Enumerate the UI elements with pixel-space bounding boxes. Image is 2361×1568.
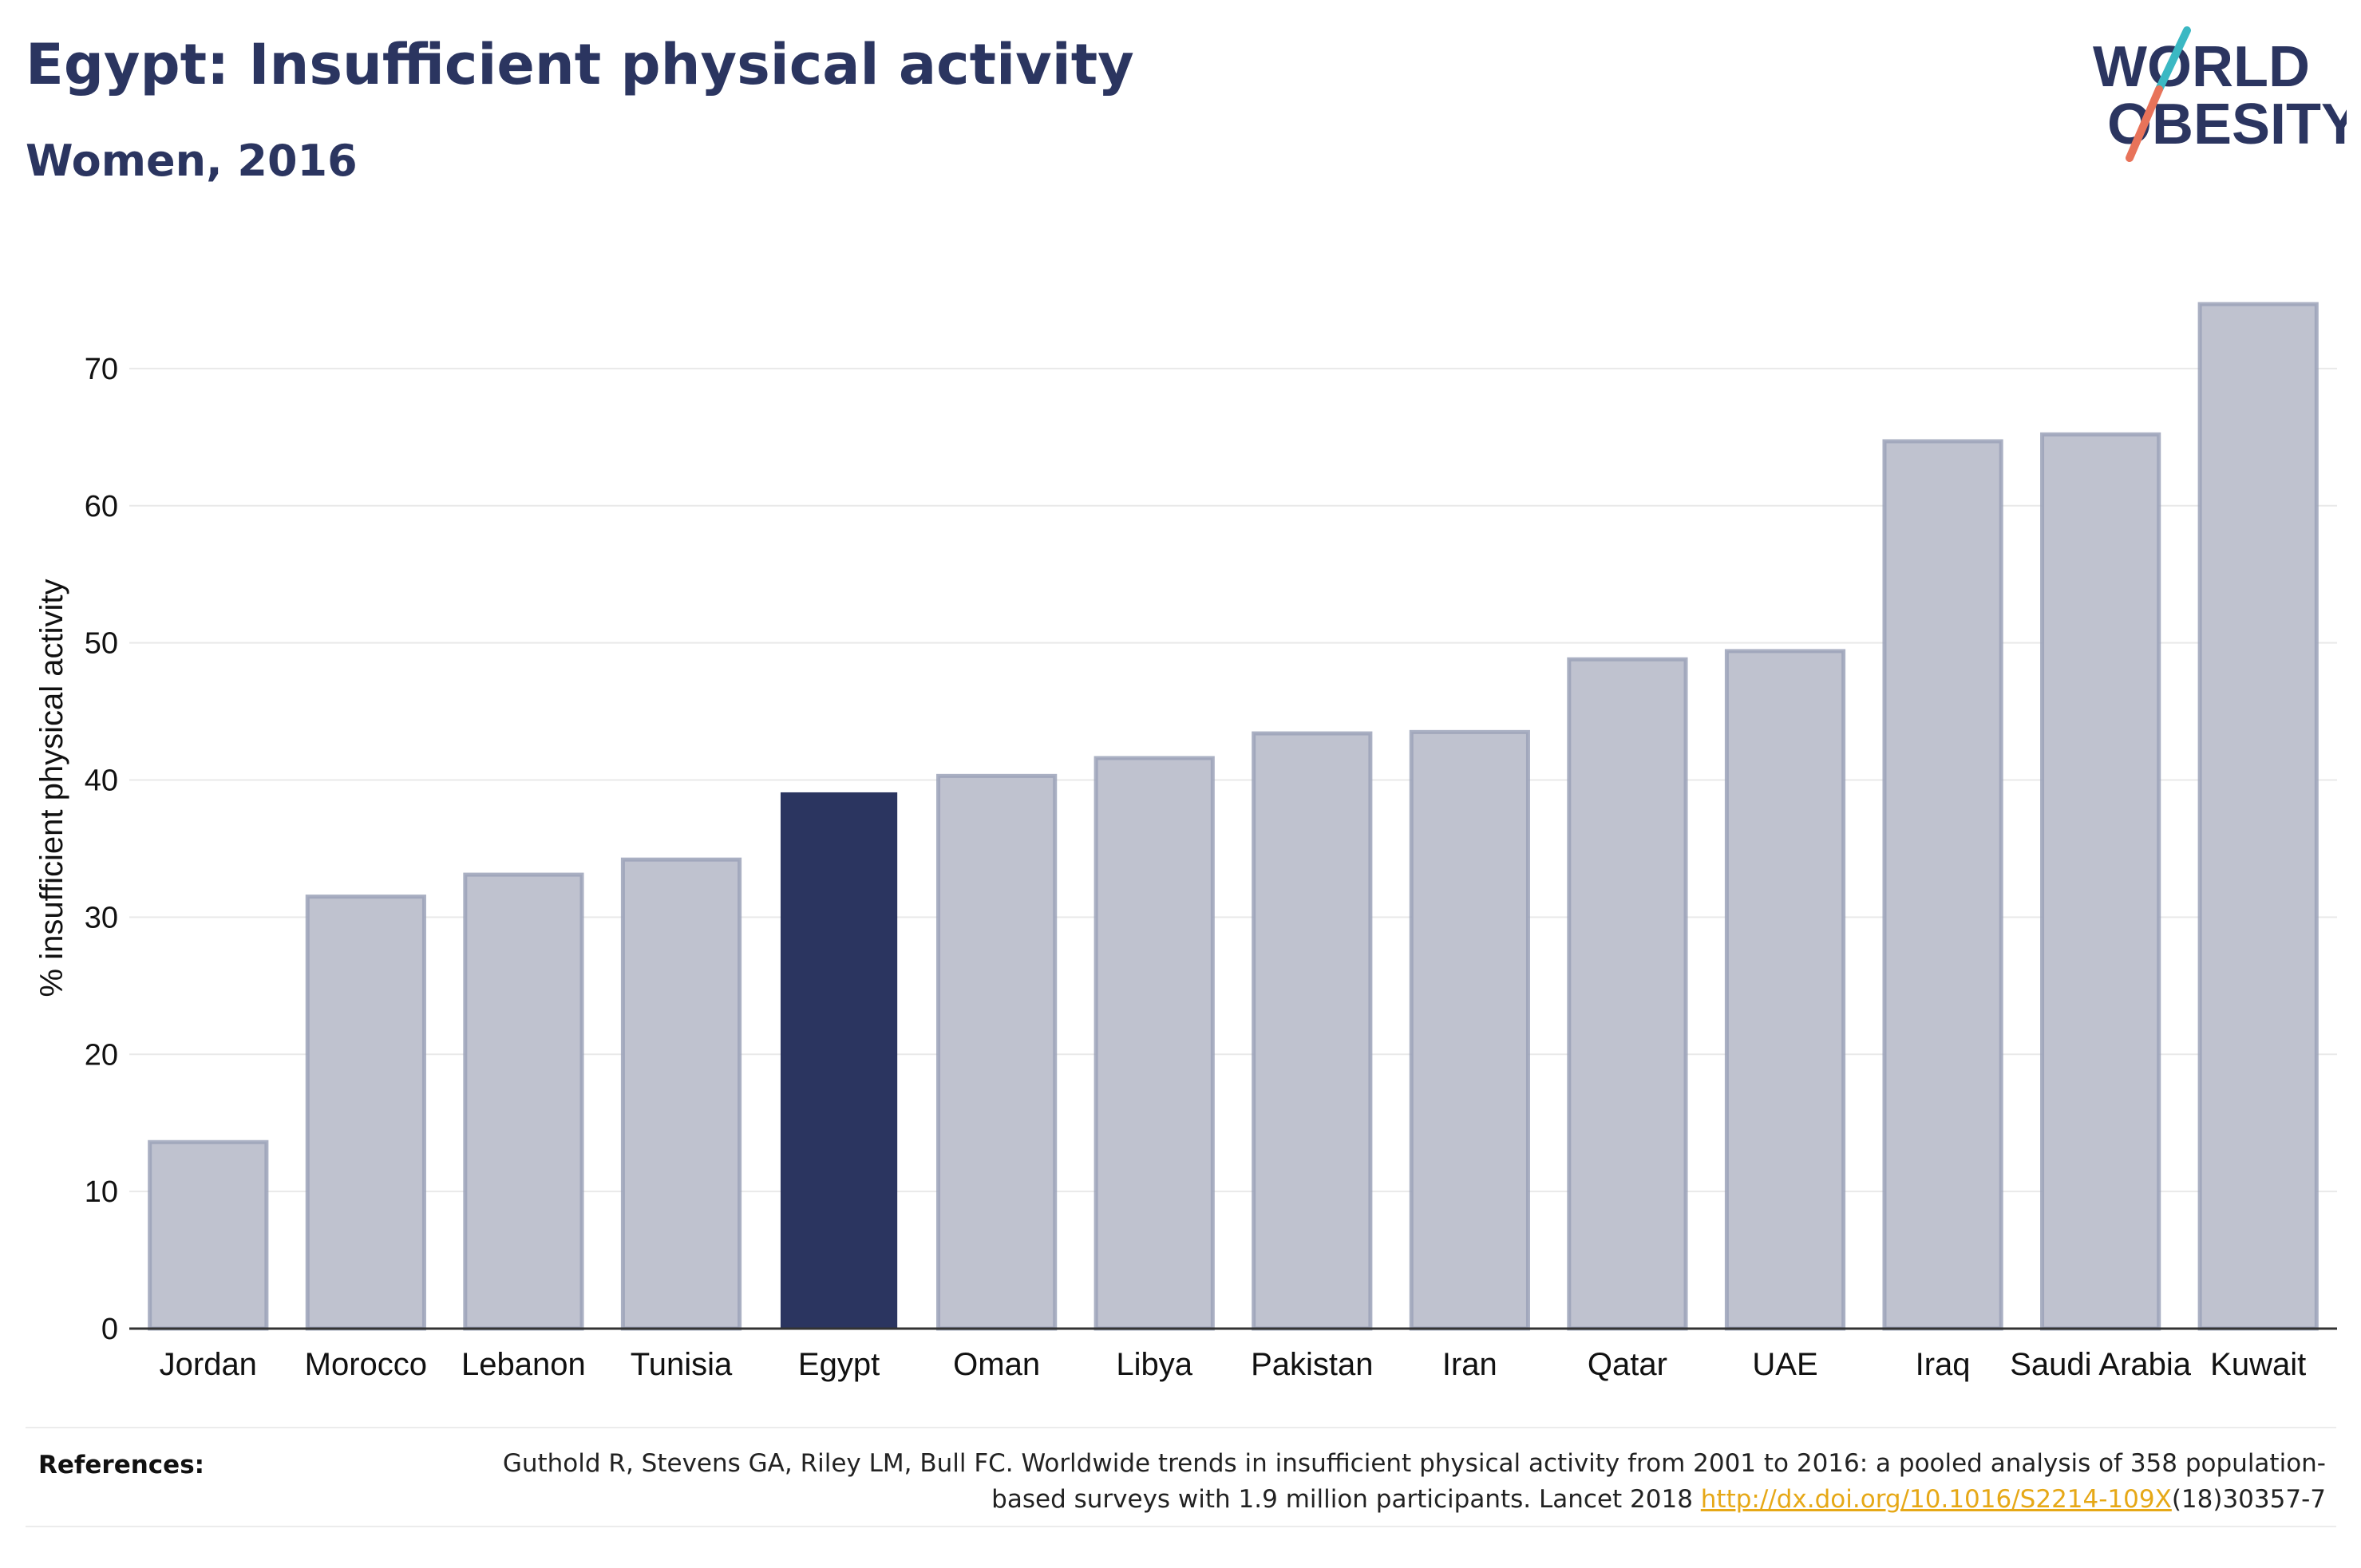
x-tick-label-kuwait: Kuwait <box>2210 1347 2306 1382</box>
bar-pakistan <box>1252 731 1373 1331</box>
references-doi-link[interactable]: http://dx.doi.org/10.1016/S2214-109X <box>1700 1484 2172 1514</box>
bar-qatar <box>1567 657 1688 1331</box>
x-tick-label-qatar: Qatar <box>1588 1347 1667 1382</box>
y-tick-label-20: 20 <box>85 1038 118 1072</box>
bar-saudi-arabia <box>2040 432 2161 1331</box>
logo-slash-bottom <box>2126 85 2163 162</box>
chart-title: Egypt: Insufficient physical activity <box>26 32 1134 97</box>
bar-iran <box>1409 729 1530 1331</box>
bar-kuwait <box>2197 302 2319 1331</box>
references-citation-end: (18)30357-7 <box>2171 1484 2326 1514</box>
bar-jordan <box>148 1139 269 1331</box>
x-tick-label-oman: Oman <box>953 1347 1040 1382</box>
world-obesity-logo: WORLD OBESITY <box>2093 26 2347 162</box>
x-tick-label-uae: UAE <box>1752 1347 1817 1382</box>
x-tick-label-jordan: Jordan <box>160 1347 257 1382</box>
logo-slash-top <box>2155 26 2191 93</box>
y-tick-label-10: 10 <box>85 1175 118 1209</box>
bar-tunisia <box>620 857 742 1331</box>
bar-morocco <box>305 895 426 1331</box>
y-tick-label-50: 50 <box>85 627 118 661</box>
bar-libya <box>1093 756 1215 1331</box>
y-tick-label-30: 30 <box>85 901 118 934</box>
references-citation: Guthold R, Stevens GA, Riley LM, Bull FC… <box>502 1449 2326 1514</box>
x-tick-label-saudi-arabia: Saudi Arabia <box>2010 1347 2192 1382</box>
y-tick-label-60: 60 <box>85 490 118 523</box>
x-tick-label-libya: Libya <box>1116 1347 1192 1382</box>
x-tick-label-egypt: Egypt <box>798 1347 880 1382</box>
bar-chart: 0 10 20 30 40 50 60 70 % insufficient physical a… <box>34 302 2337 1382</box>
bar-iraq <box>1882 439 2003 1331</box>
y-tick-label-70: 70 <box>85 353 118 386</box>
chart-subtitle: Women, 2016 <box>26 136 358 186</box>
x-tick-label-iraq: Iraq <box>1916 1347 1971 1382</box>
bar-oman <box>936 773 1058 1331</box>
bar-lebanon <box>463 872 584 1331</box>
x-tick-label-morocco: Morocco <box>305 1347 427 1382</box>
references-text: Guthold R, Stevens GA, Riley LM, Bull FC… <box>490 1446 2326 1518</box>
bar-egypt <box>780 792 898 1329</box>
footer-divider-bottom <box>26 1526 2336 1527</box>
logo-line1: WORLD <box>2093 35 2310 99</box>
bar-uae <box>1724 649 1846 1331</box>
y-tick-label-40: 40 <box>85 764 118 798</box>
references-label: References: <box>38 1451 205 1479</box>
x-tick-label-lebanon: Lebanon <box>461 1347 586 1382</box>
x-tick-label-pakistan: Pakistan <box>1251 1347 1373 1382</box>
y-tick-label-0: 0 <box>101 1313 118 1346</box>
x-tick-label-iran: Iran <box>1442 1347 1497 1382</box>
footer-divider-top <box>26 1427 2336 1428</box>
x-tick-label-tunisia: Tunisia <box>631 1347 733 1382</box>
y-axis-label: % insufficient physical activity <box>34 579 69 997</box>
